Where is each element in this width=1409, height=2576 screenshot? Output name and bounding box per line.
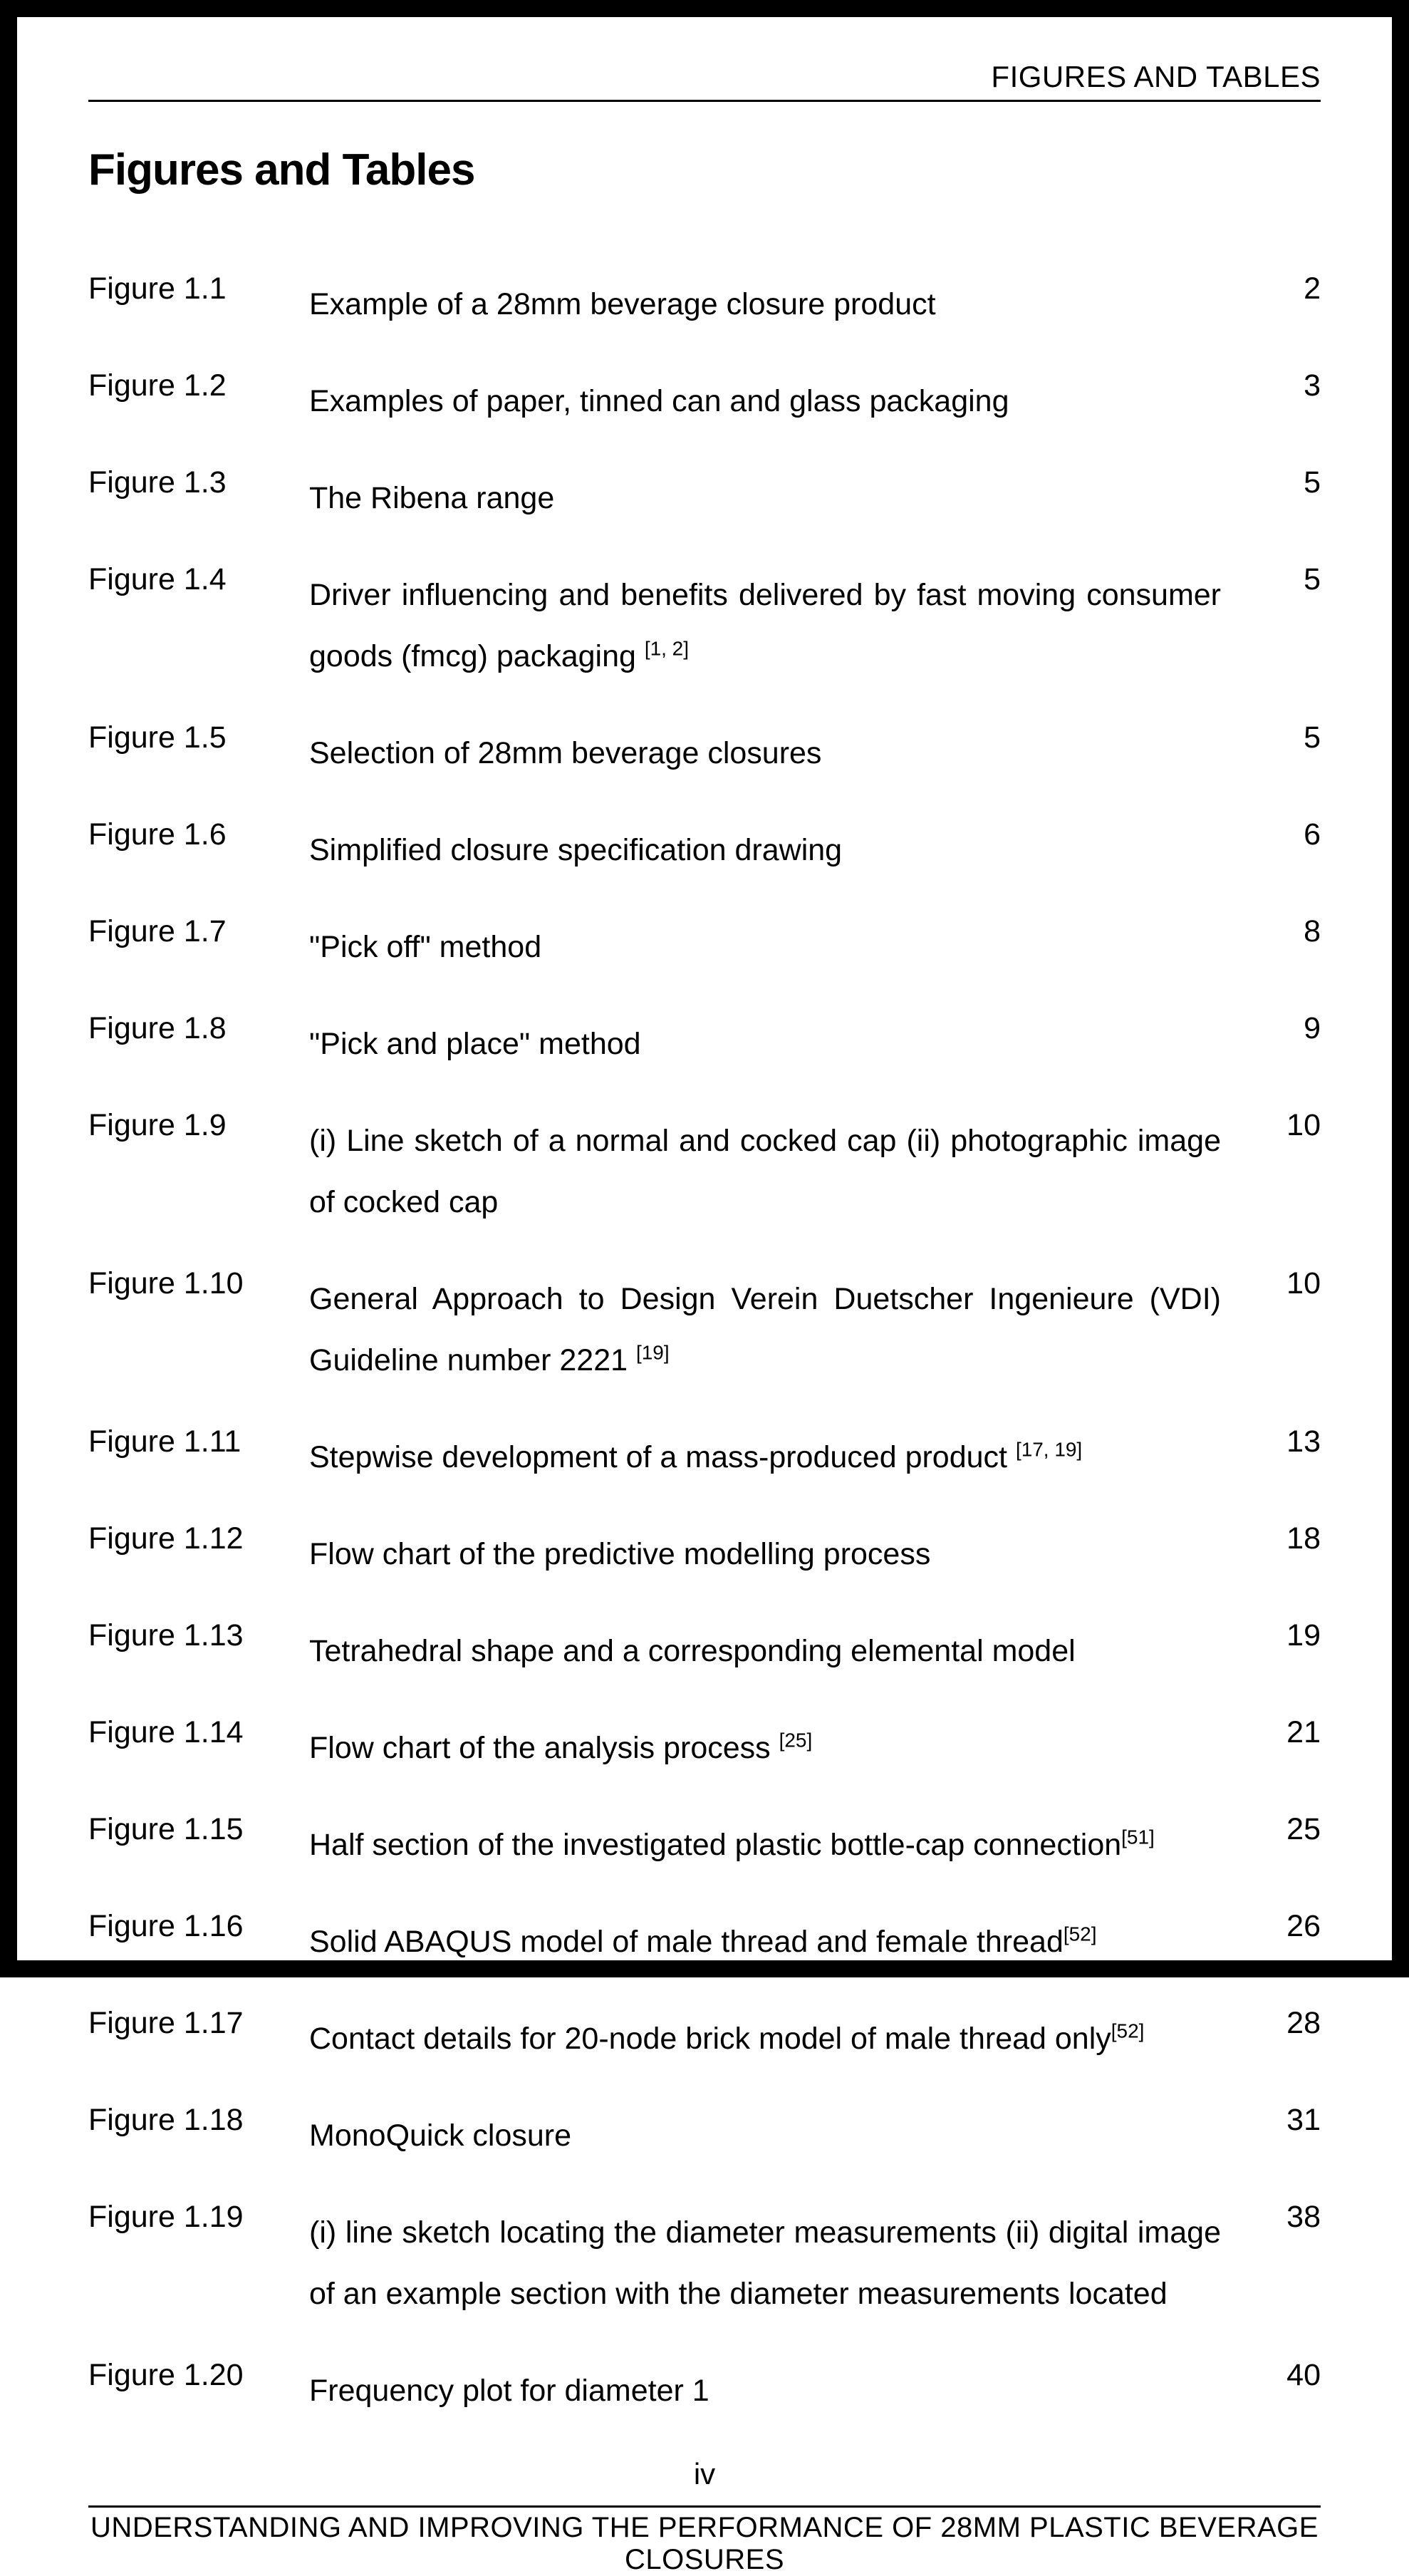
figure-page-number: 31	[1264, 2105, 1321, 2136]
figure-page-number: 18	[1264, 1524, 1321, 1554]
figure-page-number: 10	[1264, 1268, 1321, 1299]
figure-page-number: 5	[1264, 467, 1321, 498]
figure-entry: Figure 1.11Stepwise development of a mas…	[88, 1427, 1321, 1488]
document-page: FIGURES AND TABLES Figures and Tables Fi…	[0, 0, 1409, 1977]
figure-label: Figure 1.17	[88, 2008, 309, 2039]
figure-entry: Figure 1.10General Approach to Design Ve…	[88, 1268, 1321, 1391]
figure-label: Figure 1.4	[88, 564, 309, 595]
figure-label: Figure 1.20	[88, 2360, 309, 2391]
figure-label: Figure 1.8	[88, 1013, 309, 1044]
figure-entry: Figure 1.20Frequency plot for diameter 1…	[88, 2360, 1321, 2421]
figure-entry: Figure 1.2Examples of paper, tinned can …	[88, 371, 1321, 432]
figure-entry: Figure 1.18MonoQuick closure31	[88, 2105, 1321, 2166]
figure-label: Figure 1.6	[88, 819, 309, 850]
figure-page-number: 5	[1264, 564, 1321, 595]
figure-page-number: 5	[1264, 723, 1321, 753]
figure-label: Figure 1.16	[88, 1911, 309, 1942]
figure-entry: Figure 1.17Contact details for 20-node b…	[88, 2008, 1321, 2069]
figure-description: (i) line sketch locating the diameter me…	[309, 2202, 1264, 2324]
figure-page-number: 13	[1264, 1427, 1321, 1457]
figure-entry: Figure 1.4Driver influencing and benefit…	[88, 564, 1321, 687]
figure-description: Frequency plot for diameter 1	[309, 2360, 1264, 2421]
figure-entry: Figure 1.6Simplified closure specificati…	[88, 819, 1321, 881]
figure-description: (i) Line sketch of a normal and cocked c…	[309, 1110, 1264, 1233]
figure-label: Figure 1.2	[88, 371, 309, 401]
figure-description: Flow chart of the predictive modelling p…	[309, 1524, 1264, 1585]
figure-label: Figure 1.9	[88, 1110, 309, 1141]
figure-description: Solid ABAQUS model of male thread and fe…	[309, 1911, 1264, 1972]
figure-page-number: 19	[1264, 1620, 1321, 1651]
figure-label: Figure 1.10	[88, 1268, 309, 1299]
figure-description: Half section of the investigated plastic…	[309, 1814, 1264, 1876]
figure-entry: Figure 1.13Tetrahedral shape and a corre…	[88, 1620, 1321, 1682]
figure-description: The Ribena range	[309, 467, 1264, 529]
figure-description: Stepwise development of a mass-produced …	[309, 1427, 1264, 1488]
figure-description: Contact details for 20-node brick model …	[309, 2008, 1264, 2069]
figure-description: Flow chart of the analysis process [25]	[309, 1717, 1264, 1779]
figure-label: Figure 1.5	[88, 723, 309, 753]
figure-label: Figure 1.7	[88, 916, 309, 947]
figure-description: Selection of 28mm beverage closures	[309, 723, 1264, 784]
figure-label: Figure 1.19	[88, 2202, 309, 2233]
figure-page-number: 28	[1264, 2008, 1321, 2039]
figure-entry: Figure 1.7"Pick off" method8	[88, 916, 1321, 978]
figure-label: Figure 1.3	[88, 467, 309, 498]
figure-page-number: 26	[1264, 1911, 1321, 1942]
figure-page-number: 10	[1264, 1110, 1321, 1141]
figure-description: Tetrahedral shape and a corresponding el…	[309, 1620, 1264, 1682]
page-number-roman: iv	[88, 2457, 1321, 2491]
figure-entry: Figure 1.8"Pick and place" method9	[88, 1013, 1321, 1075]
figure-page-number: 21	[1264, 1717, 1321, 1748]
figure-label: Figure 1.14	[88, 1717, 309, 1748]
footer-title: UNDERSTANDING AND IMPROVING THE PERFORMA…	[88, 2505, 1321, 2576]
figure-page-number: 40	[1264, 2360, 1321, 2391]
figure-page-number: 3	[1264, 371, 1321, 401]
running-head: FIGURES AND TABLES	[88, 60, 1321, 100]
figure-page-number: 6	[1264, 819, 1321, 850]
figure-label: Figure 1.15	[88, 1814, 309, 1845]
figure-label: Figure 1.18	[88, 2105, 309, 2136]
figure-label: Figure 1.1	[88, 274, 309, 304]
figure-description: "Pick off" method	[309, 916, 1264, 978]
figure-entry: Figure 1.12Flow chart of the predictive …	[88, 1524, 1321, 1585]
figure-entry: Figure 1.14Flow chart of the analysis pr…	[88, 1717, 1321, 1779]
figure-description: MonoQuick closure	[309, 2105, 1264, 2166]
figure-entry: Figure 1.19(i) line sketch locating the …	[88, 2202, 1321, 2324]
figure-page-number: 25	[1264, 1814, 1321, 1845]
page-footer: iv UNDERSTANDING AND IMPROVING THE PERFO…	[88, 2457, 1321, 2576]
figure-entry: Figure 1.5Selection of 28mm beverage clo…	[88, 723, 1321, 784]
figure-entry: Figure 1.9(i) Line sketch of a normal an…	[88, 1110, 1321, 1233]
figure-entry: Figure 1.16Solid ABAQUS model of male th…	[88, 1911, 1321, 1972]
figure-label: Figure 1.11	[88, 1427, 309, 1457]
figure-label: Figure 1.12	[88, 1524, 309, 1554]
figure-description: Simplified closure specification drawing	[309, 819, 1264, 881]
figure-description: Driver influencing and benefits delivere…	[309, 564, 1264, 687]
section-title: Figures and Tables	[88, 145, 1321, 195]
figure-page-number: 9	[1264, 1013, 1321, 1044]
figure-label: Figure 1.13	[88, 1620, 309, 1651]
figure-entry: Figure 1.1Example of a 28mm beverage clo…	[88, 274, 1321, 335]
figure-page-number: 8	[1264, 916, 1321, 947]
figure-entry: Figure 1.15Half section of the investiga…	[88, 1814, 1321, 1876]
figures-list: Figure 1.1Example of a 28mm beverage clo…	[88, 274, 1321, 2457]
header-rule	[88, 100, 1321, 102]
figure-description: General Approach to Design Verein Duetsc…	[309, 1268, 1264, 1391]
figure-description: "Pick and place" method	[309, 1013, 1264, 1075]
figure-page-number: 2	[1264, 274, 1321, 304]
figure-entry: Figure 1.3The Ribena range5	[88, 467, 1321, 529]
figure-description: Example of a 28mm beverage closure produ…	[309, 274, 1264, 335]
figure-description: Examples of paper, tinned can and glass …	[309, 371, 1264, 432]
figure-page-number: 38	[1264, 2202, 1321, 2233]
